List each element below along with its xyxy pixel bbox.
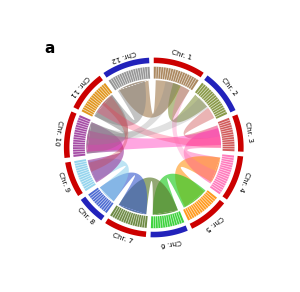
Polygon shape [218, 118, 235, 151]
Polygon shape [184, 125, 221, 184]
Polygon shape [100, 173, 147, 214]
Text: Chr. 1: Chr. 1 [171, 49, 193, 61]
Polygon shape [151, 211, 184, 228]
Polygon shape [73, 115, 91, 157]
Polygon shape [88, 159, 129, 201]
Polygon shape [94, 81, 146, 126]
Text: Chr. 6: Chr. 6 [160, 238, 182, 247]
Text: Chr. 7: Chr. 7 [112, 233, 134, 245]
Polygon shape [82, 83, 112, 117]
Text: Chr. 11: Chr. 11 [69, 74, 90, 98]
Text: Chr. 5: Chr. 5 [204, 214, 224, 232]
Text: Chr. 4: Chr. 4 [238, 171, 251, 192]
Polygon shape [86, 122, 124, 183]
Text: Chr. 12: Chr. 12 [110, 49, 136, 63]
Polygon shape [110, 205, 148, 228]
Text: Chr. 8: Chr. 8 [76, 206, 95, 225]
Polygon shape [87, 98, 208, 140]
Polygon shape [88, 96, 128, 172]
Polygon shape [195, 83, 227, 119]
Polygon shape [153, 174, 206, 215]
Polygon shape [74, 159, 96, 191]
Polygon shape [183, 190, 217, 220]
Text: Chr. 2: Chr. 2 [220, 77, 238, 97]
Polygon shape [88, 188, 113, 213]
Text: Chr. 10: Chr. 10 [53, 120, 63, 146]
Polygon shape [184, 108, 220, 139]
Polygon shape [168, 83, 207, 122]
Polygon shape [86, 128, 221, 152]
Polygon shape [154, 67, 199, 90]
Text: a: a [44, 41, 55, 55]
Polygon shape [86, 95, 128, 154]
Polygon shape [175, 156, 220, 207]
Text: Chr. 9: Chr. 9 [57, 172, 70, 193]
Polygon shape [97, 102, 221, 148]
Polygon shape [119, 178, 178, 215]
Polygon shape [109, 67, 150, 91]
Polygon shape [210, 154, 234, 194]
Polygon shape [172, 86, 217, 184]
Text: Chr. 3: Chr. 3 [244, 121, 254, 142]
Polygon shape [86, 81, 179, 145]
Polygon shape [119, 80, 181, 118]
